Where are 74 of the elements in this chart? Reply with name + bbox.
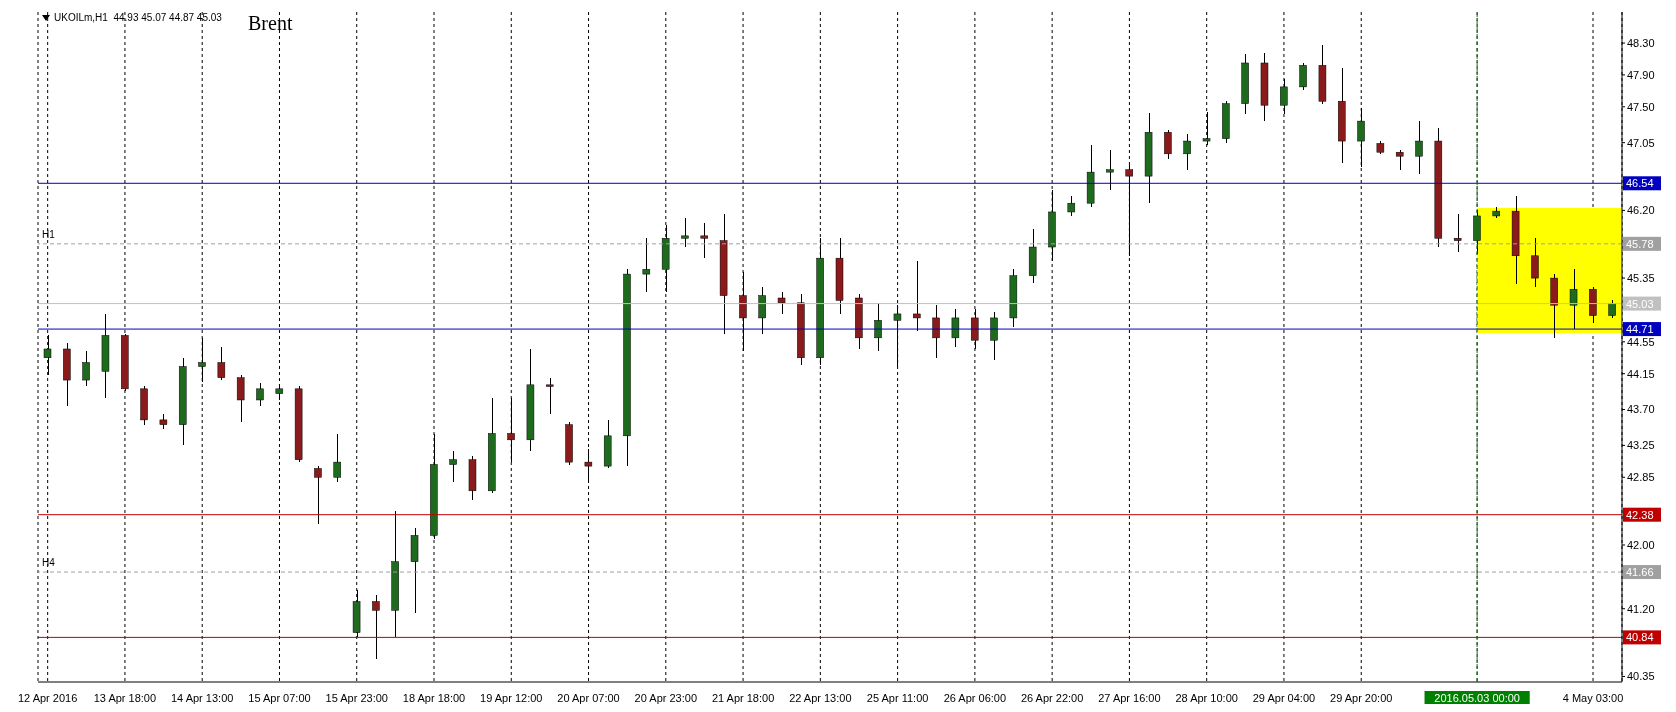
candlestick xyxy=(1569,268,1578,330)
ref-line-label: 44.71 xyxy=(1626,323,1654,336)
candlestick xyxy=(777,290,786,315)
x-tick-label: 25 Apr 11:00 xyxy=(866,692,929,704)
x-tick-label: 20 Apr 23:00 xyxy=(634,692,697,704)
x-tick-label: 2016.05.03 00:00 xyxy=(1434,692,1520,704)
x-tick-label: 27 Apr 16:00 xyxy=(1098,692,1161,704)
x-tick-label: 15 Apr 07:00 xyxy=(248,692,311,704)
x-tick-label: 12 Apr 2016 xyxy=(17,692,78,704)
y-tick-label: 40.35 xyxy=(1627,670,1655,683)
x-tick-label: 4 May 03:00 xyxy=(1562,692,1624,704)
ref-line-label: 42.38 xyxy=(1626,508,1654,521)
x-tick-label: 14 Apr 13:00 xyxy=(171,692,234,704)
ref-line-label: 41.66 xyxy=(1626,566,1654,579)
x-tick-label: 29 Apr 20:00 xyxy=(1330,692,1393,704)
y-tick-label: 48.30 xyxy=(1627,36,1655,49)
annotation: H4 xyxy=(42,557,55,569)
y-tick-label: 43.70 xyxy=(1627,403,1655,416)
candlestick xyxy=(874,302,882,353)
candlestick xyxy=(82,350,90,388)
candlestick xyxy=(913,259,921,333)
candlestick xyxy=(990,310,998,361)
x-tick-label: 22 Apr 13:00 xyxy=(789,692,852,704)
y-tick-label: 43.25 xyxy=(1627,439,1655,452)
candlestick xyxy=(681,217,689,248)
candlestick xyxy=(1453,213,1462,253)
candlestick xyxy=(1415,120,1423,175)
candlestick xyxy=(333,433,342,483)
candlestick xyxy=(758,286,766,335)
x-tick-label: 19 Apr 12:00 xyxy=(480,692,543,704)
candlestick xyxy=(1106,149,1114,191)
candlestick xyxy=(700,222,709,259)
chart-title: Brent xyxy=(248,12,293,35)
candlestick xyxy=(1183,133,1191,171)
x-tick-label: 28 Apr 10:00 xyxy=(1175,692,1238,704)
candlestick xyxy=(256,382,264,408)
x-tick-label: 13 Apr 18:00 xyxy=(93,692,157,704)
y-tick-label: 47.90 xyxy=(1627,68,1655,81)
candlestick xyxy=(642,237,651,293)
y-tick-label: 42.00 xyxy=(1627,538,1655,551)
candlestick xyxy=(372,594,380,660)
ref-line-label: 45.78 xyxy=(1626,237,1654,250)
candlestick xyxy=(314,465,322,526)
candlestick xyxy=(1531,237,1539,288)
y-tick-label: 47.50 xyxy=(1627,100,1655,113)
candlestick xyxy=(236,374,245,424)
candlestick xyxy=(932,304,940,359)
candlestick xyxy=(1164,129,1172,160)
x-tick-label: 26 Apr 06:00 xyxy=(943,692,1007,704)
y-tick-label: 42.85 xyxy=(1627,471,1655,484)
annotation: H1 xyxy=(42,228,55,240)
y-tick-label: 44.15 xyxy=(1627,367,1655,380)
x-tick-label: 15 Apr 23:00 xyxy=(325,692,388,704)
ref-line-label: 40.84 xyxy=(1626,631,1654,644)
y-tick-label: 41.20 xyxy=(1627,602,1655,615)
ref-line-label: 45.03 xyxy=(1626,297,1654,310)
candlestick xyxy=(1299,62,1307,91)
candlestick xyxy=(449,450,457,483)
candlestick xyxy=(545,376,554,415)
y-tick-label: 47.05 xyxy=(1627,136,1655,149)
candlestick xyxy=(217,345,226,381)
y-tick-label: 45.35 xyxy=(1627,271,1655,284)
candlestick xyxy=(1067,195,1076,217)
candlestick xyxy=(951,308,960,348)
x-tick-label: 20 Apr 07:00 xyxy=(557,692,620,704)
y-tick-label: 46.20 xyxy=(1627,204,1655,217)
annotation: UKOILm,H1 44.93 45.07 44.87 45.03 xyxy=(54,12,222,23)
x-tick-label: 18 Apr 18:00 xyxy=(402,692,466,704)
candlestick xyxy=(1395,149,1404,171)
x-tick-label: 29 Apr 04:00 xyxy=(1252,692,1316,704)
x-tick-label: 26 Apr 22:00 xyxy=(1020,692,1084,704)
x-tick-label: 21 Apr 18:00 xyxy=(711,692,775,704)
ref-line-label: 46.54 xyxy=(1626,177,1654,190)
y-tick-label: 44.55 xyxy=(1627,335,1655,348)
